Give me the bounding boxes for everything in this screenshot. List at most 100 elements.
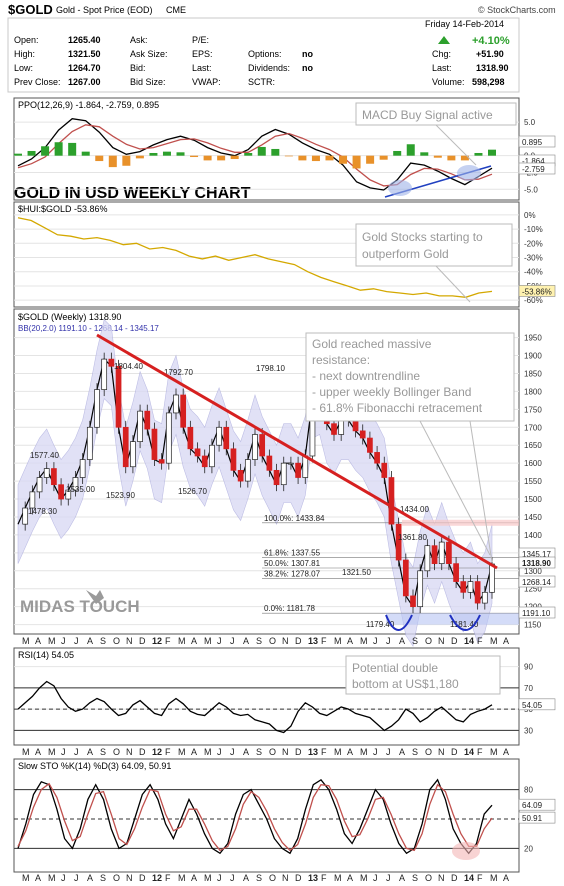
double-bottom-arc-2 (449, 614, 481, 631)
value-tag-text: -1.864 (522, 157, 545, 166)
histogram-bar (433, 155, 442, 158)
y-tick-label: -30% (524, 254, 543, 263)
x-tick-layer: M A M J J A S O N D 12 F M A M J J A S O N D 13 F M A M J J A S O N D 14 F M… (22, 636, 509, 883)
x-tick-label: M (334, 747, 342, 757)
x-tick-label: M (22, 747, 30, 757)
x-tick-label: F (477, 747, 483, 757)
x-tick-label: O (425, 873, 432, 883)
price-label: 1792.70 (164, 368, 193, 377)
candle-body (237, 469, 244, 482)
price-label: 1523.90 (106, 491, 135, 500)
candle-body (194, 448, 201, 457)
x-tick-label: S (412, 873, 418, 883)
series-line (17, 217, 493, 298)
fibonacci-label: 50.0%: 1307.81 (264, 559, 321, 568)
x-tick-label: F (321, 636, 327, 646)
histogram-bar (352, 155, 361, 169)
ppo-panel-frame (13, 97, 520, 201)
annotation-text-1: Potential double (352, 661, 438, 675)
histogram-bar (122, 155, 131, 166)
x-tick-label: A (503, 747, 509, 757)
stats-mid: Ask: Ask Size: Bid: Bid Size: (130, 35, 168, 87)
value-label-layer: 1577.40 1478.30 1535.00 1804.40 1523.90 1792.… (28, 135, 556, 824)
x-tick-label: O (269, 873, 276, 883)
x-tick-label: N (438, 747, 445, 757)
candle-body (130, 441, 136, 468)
candle-body (209, 444, 215, 468)
candle-body (43, 468, 50, 478)
candle-body (446, 541, 452, 564)
candle-body (36, 477, 43, 493)
value-tag (518, 606, 556, 619)
price-label: 1577.40 (30, 451, 59, 460)
value-tag (518, 798, 556, 811)
annotation-ppo: MACD Buy Signal active (355, 102, 517, 166)
candle-body (51, 468, 57, 486)
y-tick-label: 1550 (524, 477, 542, 486)
y-tick-label: 20 (524, 844, 533, 853)
series-line (17, 778, 493, 855)
price-panel-frame (13, 308, 520, 635)
x-tick-label: 14 (464, 873, 474, 883)
stat-value: 1265.40 (68, 35, 101, 45)
symbol: $GOLD (8, 2, 53, 17)
candle-body (395, 523, 402, 561)
x-tick-label: J (61, 636, 66, 646)
ppo-highlight-2 (457, 165, 481, 181)
value-tag-text: 1268.14 (522, 578, 551, 587)
x-tick-label: O (269, 636, 276, 646)
annotation-title: Gold reached massive (312, 337, 432, 351)
x-tick-label: O (269, 747, 276, 757)
x-tick-label: D (451, 636, 458, 646)
histogram-bar (190, 155, 199, 158)
candle-body (331, 423, 337, 435)
candle-body (367, 437, 373, 453)
stat-label: Low: (14, 63, 33, 73)
candle-body (489, 563, 495, 593)
x-tick-label: S (256, 636, 262, 646)
x-tick-label: 12 (152, 747, 162, 757)
price-title: $GOLD (Weekly) 1318.90 (18, 312, 121, 322)
value-tag (518, 556, 556, 569)
price-label: 1535.00 (66, 485, 95, 494)
quote-date: Friday 14-Feb-2014 (425, 19, 504, 29)
x-tick-label: A (243, 873, 249, 883)
x-tick-label: S (100, 747, 106, 757)
histogram-bar (149, 152, 158, 156)
stat-value: 1318.90 (476, 63, 509, 73)
value-tag (518, 135, 556, 148)
histogram-bar (14, 153, 22, 156)
histogram-bar (95, 155, 104, 162)
x-tick-label: M (48, 873, 56, 883)
double-bottom-arc-1 (385, 614, 413, 631)
histogram-bar (41, 146, 50, 156)
histogram-bar (406, 144, 415, 156)
series-line (17, 782, 493, 852)
candle-body (280, 462, 287, 486)
histogram-bar (366, 155, 375, 164)
candle-body (481, 591, 488, 604)
x-tick-label: A (87, 873, 93, 883)
stat-value: no (302, 63, 313, 73)
candle-body (417, 570, 424, 608)
x-tick-label: A (347, 636, 353, 646)
candle-body (65, 489, 72, 500)
candle-body (424, 545, 431, 572)
x-tick-label: S (256, 873, 262, 883)
x-tick-label: A (243, 747, 249, 757)
candle-body (259, 434, 266, 457)
stat-label: Dividends: (248, 63, 290, 73)
x-tick-label: 13 (308, 747, 318, 757)
y-tick-label: -10% (524, 225, 543, 234)
price-label: 1181.40 (450, 620, 479, 629)
candle-body (302, 455, 309, 478)
histogram-bar (176, 152, 185, 156)
candle-body (58, 484, 64, 500)
stat-value: 598,298 (472, 77, 505, 87)
series-line (17, 680, 493, 734)
x-tick-label: A (87, 747, 93, 757)
x-tick-label: J (74, 873, 79, 883)
stat-label: Prev Close: (14, 77, 61, 87)
price-label: 1179.40 (366, 620, 395, 629)
x-tick-label: D (139, 873, 146, 883)
